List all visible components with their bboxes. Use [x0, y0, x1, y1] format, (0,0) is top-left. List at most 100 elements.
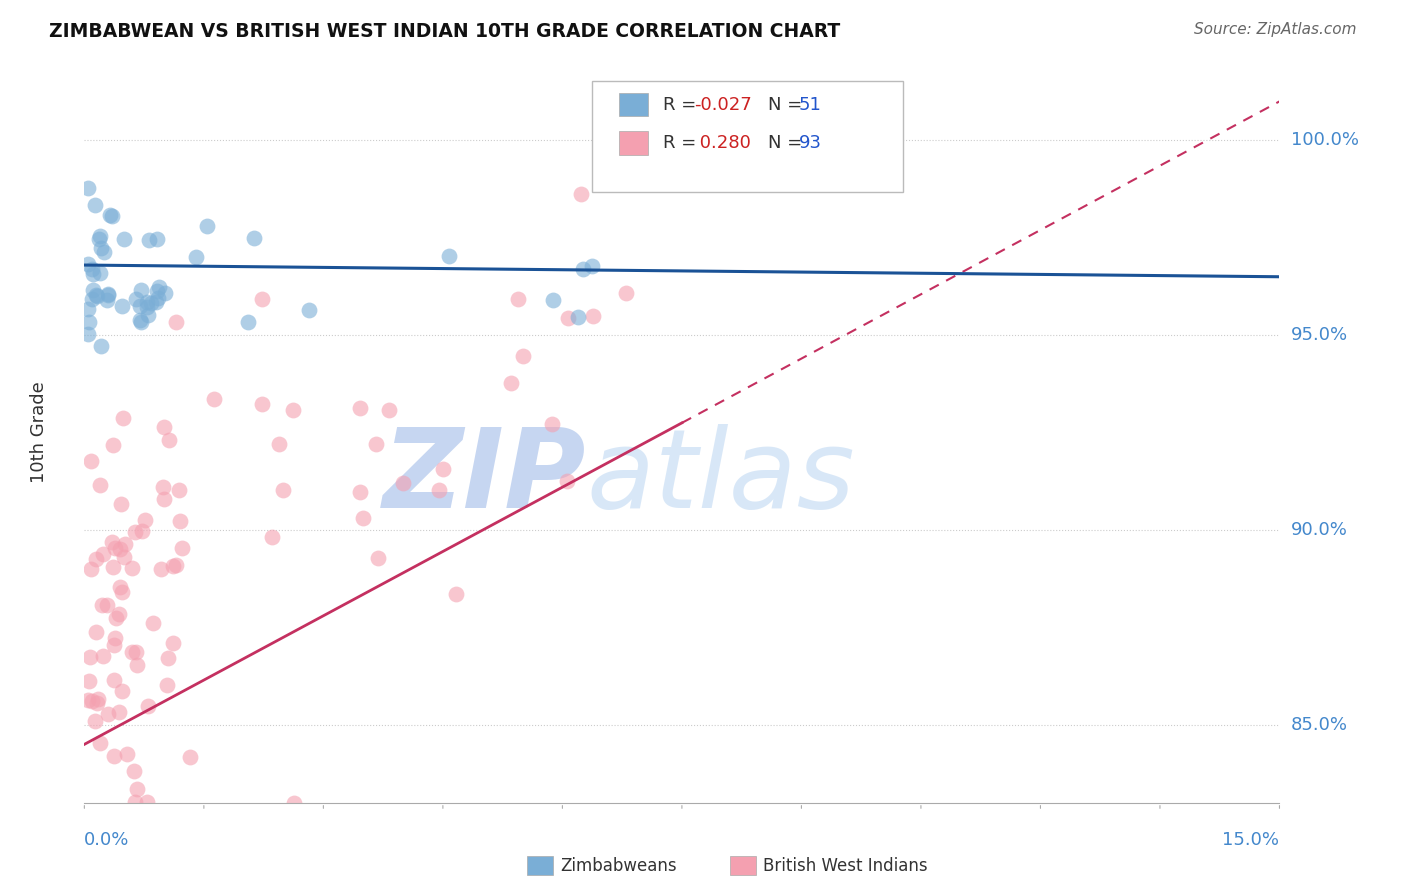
- Point: [110, 585, 132, 599]
- Point: [112, 549, 135, 564]
- Point: [541, 293, 564, 307]
- Point: [555, 474, 578, 488]
- Point: [135, 796, 157, 810]
- Point: [97, 287, 120, 301]
- Point: [145, 295, 167, 310]
- Point: [80, 562, 103, 576]
- Point: [298, 303, 321, 318]
- Point: [90, 339, 112, 353]
- Text: 90.0%: 90.0%: [1291, 521, 1347, 539]
- Text: 100.0%: 100.0%: [1291, 131, 1358, 149]
- Point: [392, 475, 415, 490]
- Point: [238, 315, 260, 329]
- Point: [349, 485, 371, 500]
- Point: [145, 232, 167, 246]
- Point: [243, 230, 266, 244]
- Point: [97, 286, 120, 301]
- Point: [153, 285, 176, 300]
- Point: [252, 397, 274, 411]
- Point: [172, 541, 194, 555]
- FancyBboxPatch shape: [619, 93, 648, 117]
- Point: [107, 607, 129, 621]
- Point: [86, 289, 108, 303]
- Point: [162, 559, 184, 574]
- Text: R =: R =: [662, 134, 702, 153]
- Text: R =: R =: [662, 95, 702, 113]
- Point: [581, 309, 603, 323]
- Text: 0.0%: 0.0%: [84, 830, 129, 848]
- Point: [124, 795, 146, 809]
- Point: [262, 530, 284, 544]
- Point: [96, 598, 118, 612]
- Point: [103, 673, 125, 688]
- Point: [366, 437, 388, 451]
- Point: [557, 310, 579, 325]
- Text: N =: N =: [768, 95, 808, 113]
- Point: [148, 291, 170, 305]
- Point: [90, 241, 112, 255]
- Point: [124, 524, 146, 539]
- Point: [540, 417, 562, 432]
- Point: [89, 232, 111, 246]
- Point: [84, 552, 107, 566]
- Point: [139, 296, 162, 310]
- Point: [93, 548, 115, 562]
- Point: [77, 257, 100, 271]
- Point: [184, 250, 207, 264]
- Point: [349, 401, 371, 415]
- Point: [96, 293, 118, 307]
- Point: [97, 706, 120, 721]
- Point: [271, 483, 294, 498]
- Point: [104, 632, 127, 646]
- Point: [179, 749, 201, 764]
- Point: [129, 299, 152, 313]
- Point: [110, 497, 132, 511]
- Point: [134, 513, 156, 527]
- Point: [86, 692, 108, 706]
- Point: [567, 310, 589, 325]
- Point: [103, 541, 125, 555]
- Text: Source: ZipAtlas.com: Source: ZipAtlas.com: [1194, 22, 1357, 37]
- Point: [136, 295, 159, 310]
- Point: [146, 285, 169, 299]
- FancyBboxPatch shape: [592, 81, 903, 192]
- Point: [167, 483, 190, 498]
- Point: [149, 561, 172, 575]
- Point: [195, 219, 218, 234]
- Point: [101, 535, 124, 549]
- Point: [156, 678, 179, 692]
- Point: [367, 551, 389, 566]
- Point: [136, 308, 159, 322]
- Point: [169, 514, 191, 528]
- Point: [79, 650, 101, 665]
- Point: [129, 313, 152, 327]
- Point: [89, 736, 111, 750]
- FancyBboxPatch shape: [619, 131, 648, 155]
- Point: [269, 437, 291, 451]
- Point: [91, 649, 114, 664]
- Point: [77, 326, 100, 341]
- Point: [153, 492, 176, 507]
- Point: [84, 714, 107, 728]
- Point: [108, 705, 131, 719]
- Text: Zimbabweans: Zimbabweans: [560, 856, 676, 875]
- Point: [80, 454, 103, 468]
- Point: [572, 262, 595, 277]
- Point: [152, 480, 174, 494]
- Point: [112, 232, 135, 246]
- Point: [105, 610, 128, 624]
- Point: [121, 561, 143, 575]
- FancyBboxPatch shape: [730, 856, 756, 875]
- Point: [125, 292, 148, 306]
- Point: [138, 233, 160, 247]
- Point: [111, 299, 134, 313]
- Point: [101, 560, 124, 574]
- Point: [129, 283, 152, 297]
- Point: [165, 316, 187, 330]
- Point: [142, 616, 165, 631]
- Point: [157, 433, 180, 447]
- Point: [86, 624, 108, 639]
- Point: [136, 698, 159, 713]
- Text: British West Indians: British West Indians: [763, 856, 928, 875]
- Point: [283, 796, 305, 810]
